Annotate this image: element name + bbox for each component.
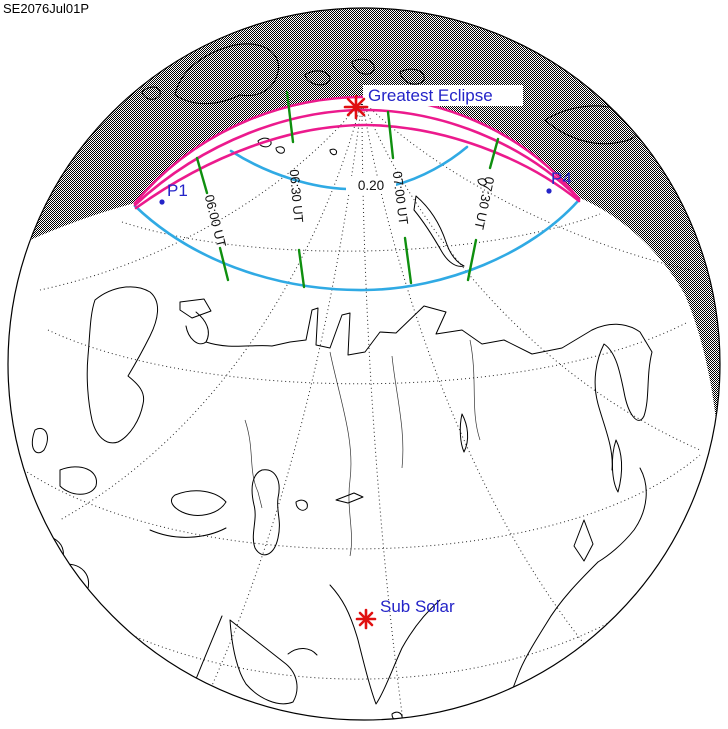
eclipse-limit-outer — [133, 95, 581, 205]
time-label-0630: 06:30 UT — [287, 169, 307, 224]
greatest-eclipse-marker — [343, 94, 369, 120]
magnitude-020-contour-east — [393, 145, 469, 187]
magnitude-020-label: 0.20 — [358, 178, 384, 193]
night-shading-region — [30, 8, 720, 420]
magnitude-label-box — [346, 176, 396, 194]
time-line-0600 — [195, 156, 230, 282]
greatest-eclipse-label: Greatest Eclipse — [368, 86, 493, 105]
greatest-eclipse-label-box — [363, 85, 523, 106]
sub-solar-asterisk-icon — [355, 608, 377, 630]
p1-contact-point — [159, 199, 165, 205]
eclipse-id-title: SE2076Jul01P — [3, 1, 89, 16]
penumbra-limit-curve — [133, 199, 580, 292]
magnitude-020-contour — [229, 149, 349, 191]
eclipse-limit-middle — [133, 108, 581, 207]
time-line-0630 — [285, 90, 306, 289]
eclipse-limit-inner — [134, 123, 581, 210]
rivers — [244, 339, 481, 557]
time-label-0700: 07:00 UT — [390, 170, 411, 225]
sub-solar-label: Sub Solar — [380, 597, 455, 616]
eclipse-curves — [133, 90, 581, 292]
time-line-0700 — [386, 110, 413, 285]
p1-label: P1 — [167, 181, 188, 200]
p4-label: P4 — [551, 169, 572, 188]
greatest-eclipse-asterisk-icon — [343, 94, 369, 120]
coastlines — [24, 43, 653, 720]
time-line-0730 — [466, 137, 500, 282]
p4-contact-point — [546, 188, 552, 194]
